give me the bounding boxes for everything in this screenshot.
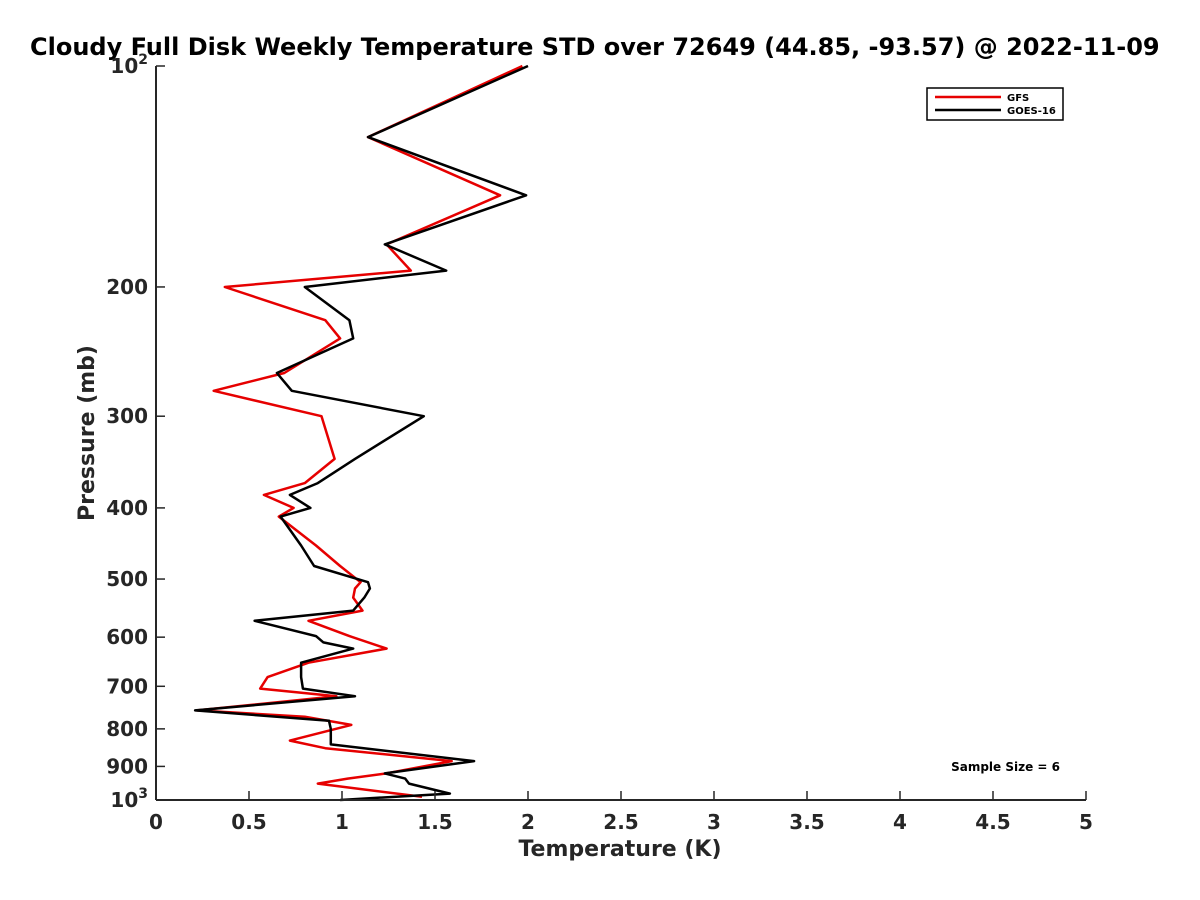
series-layer (193, 64, 529, 802)
plot-area: 0 0.5 1 1.5 2 2.5 3 3.5 4 4.5 5 102 200 300 400 500 600… (106, 52, 1093, 834)
y-axis-label: Pressure (mb) (75, 345, 100, 521)
x-tick-label: 2 (521, 810, 535, 834)
y-tick-label: 700 (106, 674, 148, 698)
legend: GFS GOES-16 (926, 87, 1064, 121)
y-tick-label: 300 (106, 404, 148, 428)
x-tick-label: 3.5 (789, 810, 824, 834)
x-tick-label: 4 (893, 810, 907, 834)
x-tick-label: 1 (335, 810, 349, 834)
y-axis-ticks: 102 200 300 400 500 600 700 800 900 103 (106, 52, 165, 812)
x-tick-label: 4.5 (975, 810, 1010, 834)
y-tick-label: 400 (106, 496, 148, 520)
x-tick-label: 1.5 (417, 810, 452, 834)
x-tick-label: 0 (149, 810, 163, 834)
y-tick-label: 600 (106, 625, 148, 649)
y-tick-label: 102 (110, 52, 148, 78)
legend-label-gfs: GFS (1007, 93, 1029, 104)
x-axis-label: Temperature (K) (518, 837, 721, 862)
y-tick-label: 200 (106, 275, 148, 299)
series-line-gfs (195, 64, 523, 799)
legend-label-goes16: GOES-16 (1007, 106, 1056, 117)
x-tick-label: 5 (1079, 810, 1093, 834)
series-line-goes16 (193, 64, 529, 802)
y-tick-label: 800 (106, 717, 148, 741)
legend-box (926, 87, 1064, 121)
sample-size-annotation: Sample Size = 6 (951, 760, 1060, 774)
x-axis-ticks: 0 0.5 1 1.5 2 2.5 3 3.5 4 4.5 5 (149, 791, 1093, 834)
x-tick-label: 0.5 (231, 810, 266, 834)
y-tick-label: 103 (110, 786, 148, 812)
x-tick-label: 3 (707, 810, 721, 834)
y-tick-label: 900 (106, 754, 148, 778)
y-tick-label: 500 (106, 567, 148, 591)
chart-title: Cloudy Full Disk Weekly Temperature STD … (30, 33, 1160, 61)
x-tick-label: 2.5 (603, 810, 638, 834)
